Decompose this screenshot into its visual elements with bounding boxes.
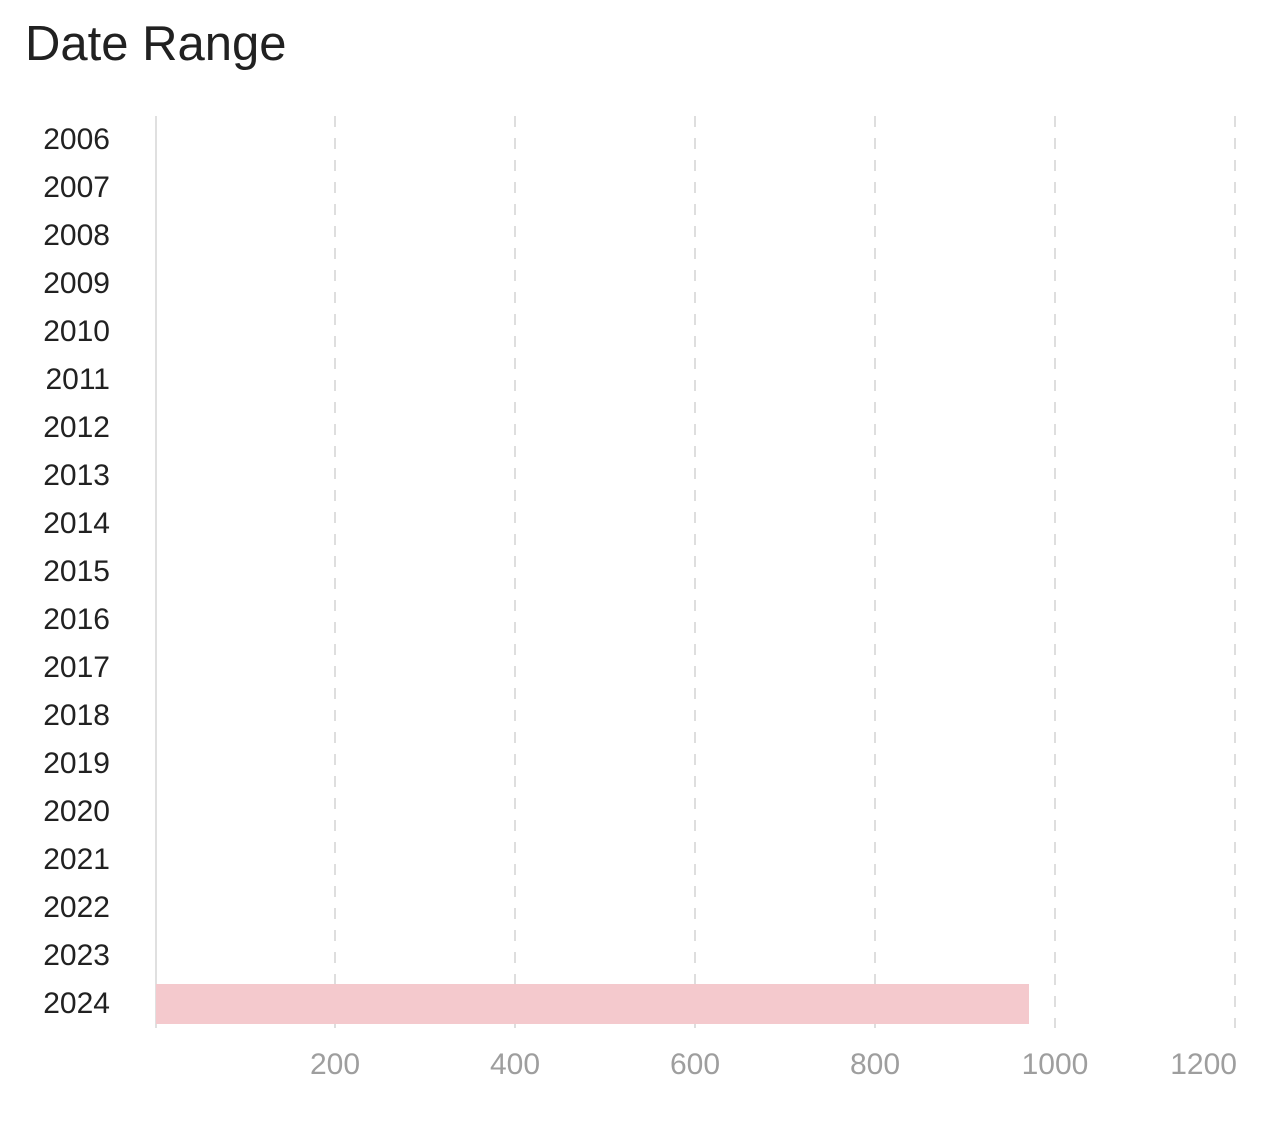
y-axis-label-2011: 2011: [45, 363, 110, 396]
y-axis-label-2019: 2019: [43, 747, 110, 780]
gridline-1200: [1234, 116, 1236, 1028]
y-axis-label-2017: 2017: [43, 651, 110, 684]
y-axis-label-2012: 2012: [43, 411, 110, 444]
y-axis-line: [155, 116, 157, 1028]
x-axis-tick-label-200: 200: [309, 1048, 361, 1081]
y-axis-label-2007: 2007: [43, 171, 110, 204]
gridline-800: [874, 116, 876, 1028]
gridline-1000: [1054, 116, 1056, 1028]
y-axis-label-2010: 2010: [43, 315, 110, 348]
y-axis-label-2014: 2014: [43, 507, 110, 540]
x-axis-tick-label-600: 600: [669, 1048, 721, 1081]
y-axis-label-2016: 2016: [43, 603, 110, 636]
y-axis-label-2006: 2006: [43, 123, 110, 156]
gridline-600: [694, 116, 696, 1028]
x-axis-tick-label-400: 400: [489, 1048, 541, 1081]
y-axis-label-2018: 2018: [43, 699, 110, 732]
plot-area: [155, 116, 1245, 1028]
y-axis-label-2020: 2020: [43, 795, 110, 828]
y-axis-label-2023: 2023: [43, 939, 110, 972]
y-axis-label-2008: 2008: [43, 219, 110, 252]
x-axis-tick-label-800: 800: [849, 1048, 901, 1081]
y-axis-label-2021: 2021: [43, 843, 110, 876]
chart-title: Date Range: [25, 17, 287, 71]
x-axis-tick-label-1200: 1200: [1170, 1048, 1237, 1081]
bar-2024[interactable]: [156, 984, 1029, 1024]
y-axis-label-2024: 2024: [43, 987, 110, 1020]
y-axis-label-2015: 2015: [43, 555, 110, 588]
x-axis-tick-label-1000: 1000: [1021, 1048, 1089, 1081]
gridline-200: [334, 116, 336, 1028]
y-axis-label-2013: 2013: [43, 459, 110, 492]
y-axis-label-2009: 2009: [43, 267, 110, 300]
gridline-400: [514, 116, 516, 1028]
y-axis-label-2022: 2022: [43, 891, 110, 924]
